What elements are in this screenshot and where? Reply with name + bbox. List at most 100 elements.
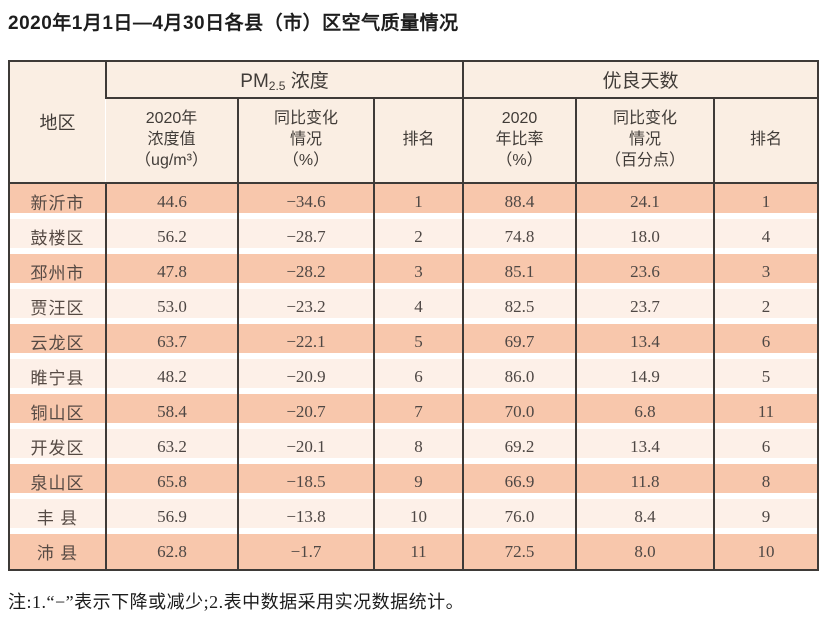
pm-change-cell: −23.2 [237, 289, 374, 324]
pm-value-cell: 63.2 [105, 429, 238, 464]
region-cell: 新沂市 [9, 183, 106, 219]
pm-change-cell: −34.6 [237, 183, 374, 219]
pm-rank-cell: 11 [373, 534, 463, 570]
days-rate-cell: 74.8 [462, 219, 576, 254]
days-change-cell: 14.9 [575, 359, 714, 394]
pm-value-cell: 63.7 [105, 324, 238, 359]
region-cell: 泉山区 [9, 464, 106, 499]
table-header: 地区 PM2.5 浓度 优良天数 2020年 浓度值 （ug/m³） 同比变化 … [9, 61, 819, 184]
pm-value-cell: 58.4 [105, 394, 238, 429]
days-change-header: 同比变化 情况 （百分点） [575, 98, 714, 184]
days-rank-cell: 3 [712, 254, 819, 289]
table-row: 泉山区 65.8 −18.5 9 66.9 11.8 8 [9, 464, 819, 499]
pm-change-cell: −28.2 [237, 254, 374, 289]
table-row: 贾汪区 53.0 −23.2 4 82.5 23.7 2 [9, 289, 819, 324]
region-cell: 邳州市 [9, 254, 106, 289]
region-cell: 开发区 [9, 429, 106, 464]
days-rank-cell: 4 [712, 219, 819, 254]
pm-rank-cell: 8 [373, 429, 463, 464]
table-row: 铜山区 58.4 −20.7 7 70.0 6.8 11 [9, 394, 819, 429]
region-cell: 鼓楼区 [9, 219, 106, 254]
good-days-group-header: 优良天数 [461, 61, 819, 99]
pm-change-cell: −20.9 [237, 359, 374, 394]
pm-change-cell: −20.7 [237, 394, 374, 429]
days-rate-cell: 82.5 [462, 289, 576, 324]
air-quality-table: 地区 PM2.5 浓度 优良天数 2020年 浓度值 （ug/m³） 同比变化 … [8, 60, 820, 571]
days-rate-header: 2020 年比率 （%） [462, 98, 576, 184]
page-title: 2020年1月1日—4月30日各县（市）区空气质量情况 [8, 13, 459, 34]
days-rank-cell: 10 [712, 534, 819, 570]
pm-value-cell: 44.6 [105, 183, 238, 219]
days-rate-cell: 85.1 [462, 254, 576, 289]
days-rate-cell: 76.0 [462, 499, 576, 534]
days-change-cell: 24.1 [575, 183, 714, 219]
pm-rank-cell: 9 [373, 464, 463, 499]
pm-change-cell: −20.1 [237, 429, 374, 464]
pm-value-cell: 47.8 [105, 254, 238, 289]
footnote: 注:1.“−”表示下降或减少;2.表中数据采用实况数据统计。 [8, 592, 465, 612]
days-rank-cell: 6 [712, 429, 819, 464]
sub-header-row: 2020年 浓度值 （ug/m³） 同比变化 情况 （%） 排名 2020 年比… [9, 98, 819, 184]
table-row: 睢宁县 48.2 −20.9 6 86.0 14.9 5 [9, 359, 819, 394]
region-cell: 贾汪区 [9, 289, 106, 324]
region-cell: 睢宁县 [9, 359, 106, 394]
region-cell: 铜山区 [9, 394, 106, 429]
days-rank-header: 排名 [712, 98, 819, 184]
pm-value-cell: 65.8 [105, 464, 238, 499]
pm-rank-cell: 4 [373, 289, 463, 324]
region-column-header: 地区 [9, 61, 106, 184]
days-change-cell: 6.8 [575, 394, 714, 429]
pm-rank-cell: 5 [373, 324, 463, 359]
pm-value-cell: 48.2 [105, 359, 238, 394]
days-rank-cell: 11 [712, 394, 819, 429]
table-row: 开发区 63.2 −20.1 8 69.2 13.4 6 [9, 429, 819, 464]
pm-value-header: 2020年 浓度值 （ug/m³） [106, 98, 238, 184]
pm-rank-header: 排名 [373, 98, 463, 184]
days-change-cell: 13.4 [575, 429, 714, 464]
table-row: 沛 县 62.8 −1.7 11 72.5 8.0 10 [9, 534, 819, 570]
pm-value-cell: 62.8 [105, 534, 238, 570]
pm-change-header: 同比变化 情况 （%） [237, 98, 374, 184]
region-cell: 丰 县 [9, 499, 106, 534]
days-rate-cell: 70.0 [462, 394, 576, 429]
days-rate-cell: 69.2 [462, 429, 576, 464]
days-change-cell: 8.0 [575, 534, 714, 570]
days-change-cell: 23.7 [575, 289, 714, 324]
days-rate-cell: 69.7 [462, 324, 576, 359]
days-change-cell: 23.6 [575, 254, 714, 289]
days-change-cell: 11.8 [575, 464, 714, 499]
days-rank-cell: 5 [712, 359, 819, 394]
pm-change-cell: −13.8 [237, 499, 374, 534]
group-header-row: 地区 PM2.5 浓度 优良天数 [9, 61, 819, 184]
pm-change-cell: −18.5 [237, 464, 374, 499]
pm-rank-cell: 2 [373, 219, 463, 254]
days-change-cell: 8.4 [575, 499, 714, 534]
pm-rank-cell: 3 [373, 254, 463, 289]
days-rank-cell: 8 [712, 464, 819, 499]
table-row: 邳州市 47.8 −28.2 3 85.1 23.6 3 [9, 254, 819, 289]
pm-change-cell: −28.7 [237, 219, 374, 254]
region-cell: 云龙区 [9, 324, 106, 359]
days-rank-cell: 2 [712, 289, 819, 324]
pm-change-cell: −1.7 [237, 534, 374, 570]
pm25-label-prefix: PM [240, 71, 269, 92]
pm-value-cell: 53.0 [105, 289, 238, 324]
days-rank-cell: 6 [712, 324, 819, 359]
pm-value-cell: 56.2 [105, 219, 238, 254]
table-row: 鼓楼区 56.2 −28.7 2 74.8 18.0 4 [9, 219, 819, 254]
days-rank-cell: 1 [712, 183, 819, 219]
days-change-cell: 13.4 [575, 324, 714, 359]
days-rank-cell: 9 [712, 499, 819, 534]
days-change-cell: 18.0 [575, 219, 714, 254]
pm25-group-header: PM2.5 浓度 [105, 61, 463, 99]
table-row: 新沂市 44.6 −34.6 1 88.4 24.1 1 [9, 183, 819, 219]
days-rate-cell: 88.4 [462, 183, 576, 219]
pm-rank-cell: 7 [373, 394, 463, 429]
days-rate-cell: 66.9 [462, 464, 576, 499]
pm-rank-cell: 6 [373, 359, 463, 394]
pm-change-cell: −22.1 [237, 324, 374, 359]
table-row: 云龙区 63.7 −22.1 5 69.7 13.4 6 [9, 324, 819, 359]
pm25-label-subscript: 2.5 [268, 79, 286, 93]
table-body: 新沂市 44.6 −34.6 1 88.4 24.1 1 鼓楼区 56.2 −28.7 2 74.8 1… [9, 183, 819, 570]
